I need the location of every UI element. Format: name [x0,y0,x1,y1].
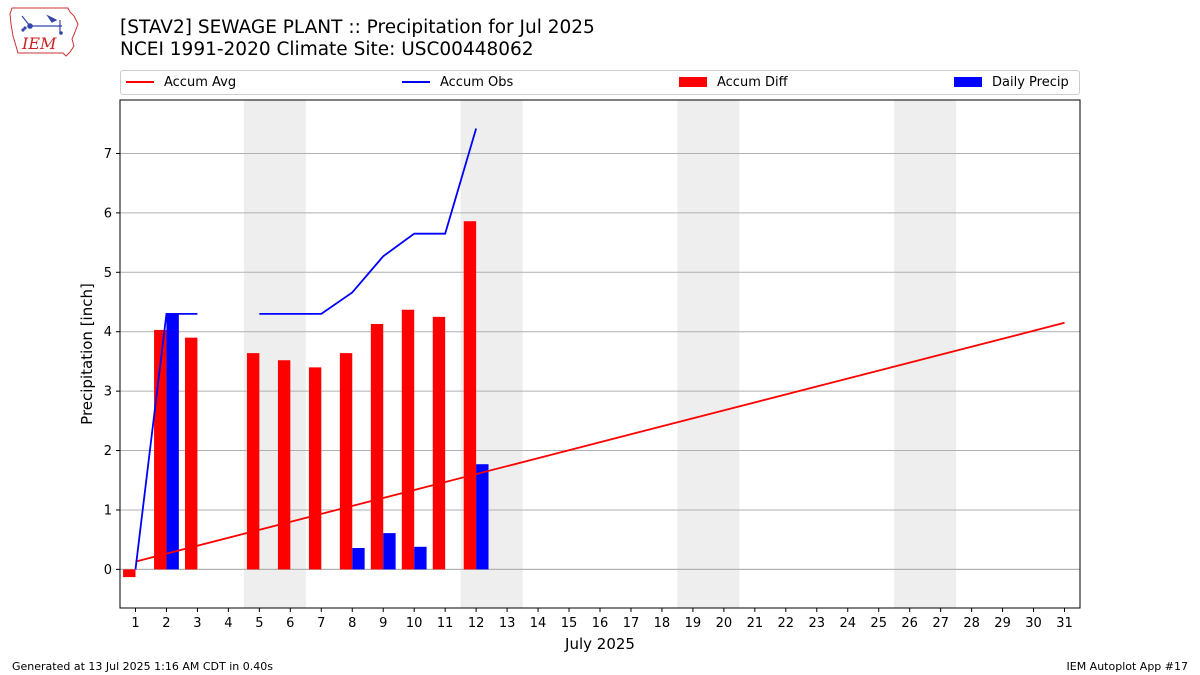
x-tick-label: 23 [809,616,826,631]
x-tick-label: 2 [162,616,170,631]
accum-diff-bar [123,569,136,578]
accum-diff-bar [401,309,415,570]
x-tick-label: 16 [592,616,609,631]
x-tick-label: 22 [778,616,795,631]
x-tick-label: 7 [317,616,325,631]
accum-obs-line [259,128,477,315]
chart-title: [STAV2] SEWAGE PLANT :: Precipitation fo… [120,17,595,38]
legend-line-swatch [402,81,430,83]
x-tick-label: 15 [561,616,578,631]
lines [134,128,1065,570]
plot-frame [119,99,1081,609]
accum-obs-line [134,312,198,570]
weekend-shading [243,100,957,608]
x-tick-label: 4 [224,616,232,631]
accum-diff-bar [370,323,384,570]
legend-item-accum-diff: Accum Diff [679,73,788,91]
x-tick-label: 5 [255,616,263,631]
legend-item-accum-obs: Accum Obs [402,73,513,91]
legend-label: Daily Precip [992,74,1069,90]
accum-diff-bar [463,221,477,570]
legend-line-swatch [126,81,154,83]
accum-diff-bar [277,360,291,570]
legend-patch-swatch [954,77,982,87]
accum-diff-bar [339,353,353,570]
y-tick-label: 6 [104,206,112,221]
y-axis-label: Precipitation [inch] [78,283,96,425]
iem-logo: IEM [9,7,79,57]
x-tick-label: 25 [870,616,887,631]
x-tick-label: 8 [348,616,356,631]
chart-subtitle: NCEI 1991-2020 Climate Site: USC00448062 [120,39,534,60]
x-tick-label: 9 [379,616,387,631]
y-tick-label: 2 [104,444,112,459]
accum-diff-bar [246,353,260,570]
generated-timestamp: Generated at 13 Jul 2025 1:16 AM CDT in … [12,660,273,673]
y-tick-label: 4 [104,325,112,340]
accum-diff-bar [432,316,446,570]
accum-diff-bar [308,367,322,570]
daily-precip-bar [476,464,489,570]
weekend-shade-band [243,100,306,608]
y-axis-ticks: 0 1 2 3 4 5 6 7 [104,147,120,578]
x-tick-label: 12 [468,616,485,631]
x-tick-label: 26 [901,616,918,631]
legend-item-accum-avg: Accum Avg [126,73,236,91]
x-tick-label: 19 [685,616,702,631]
y-gridlines [120,152,1080,570]
x-tick-label: 30 [1025,616,1042,631]
x-tick-label: 13 [499,616,516,631]
daily-precip-bar [414,546,427,570]
x-tick-label: 28 [963,616,980,631]
daily-precip-bar [166,313,179,570]
daily-precip-bar [352,547,365,570]
weekend-shade-band [894,100,957,608]
x-tick-label: 24 [839,616,856,631]
x-tick-label: 20 [716,616,733,631]
weather-station-icon [21,14,63,35]
x-tick-label: 10 [406,616,423,631]
app-credit: IEM Autoplot App #17 [1066,660,1189,673]
weekend-shade-band [460,100,523,608]
legend: Accum Avg Accum Obs Accum Diff Daily Pre… [120,70,1080,95]
x-tick-label: 29 [994,616,1011,631]
y-tick-label: 0 [104,563,112,578]
x-tick-label: 31 [1056,616,1073,631]
y-tick-label: 5 [104,266,112,281]
y-tick-label: 3 [104,385,112,400]
logo-text: IEM [21,34,57,53]
accum-avg-line [135,321,1065,563]
x-axis-ticks: 1 2 3 4 5 6 7 8 9 10 11 12 13 14 15 16 17 18 19 20 21 22 23 24 2… [131,608,1073,631]
weekend-shade-band [677,100,740,608]
x-tick-label: 17 [623,616,640,631]
x-tick-label: 27 [932,616,949,631]
daily-precip-bar [383,533,396,570]
y-tick-label: 1 [104,503,112,518]
x-tick-label: 11 [437,616,454,631]
x-axis-label: July 2025 [564,635,635,653]
legend-label: Accum Avg [164,74,237,90]
accum-diff-bar [154,329,167,570]
x-tick-label: 14 [530,616,547,631]
y-tick-label: 7 [104,147,112,162]
iowa-state-outline-icon [9,7,79,57]
x-tick-label: 18 [654,616,671,631]
x-tick-label: 6 [286,616,294,631]
x-tick-label: 21 [747,616,764,631]
legend-label: Accum Diff [717,74,788,90]
x-tick-label: 3 [193,616,201,631]
legend-patch-swatch [679,77,707,87]
x-tick-label: 1 [131,616,139,631]
legend-label: Accum Obs [440,74,514,90]
bars [123,221,489,578]
legend-item-daily-precip: Daily Precip [954,73,1069,91]
accum-diff-bar [185,337,198,570]
